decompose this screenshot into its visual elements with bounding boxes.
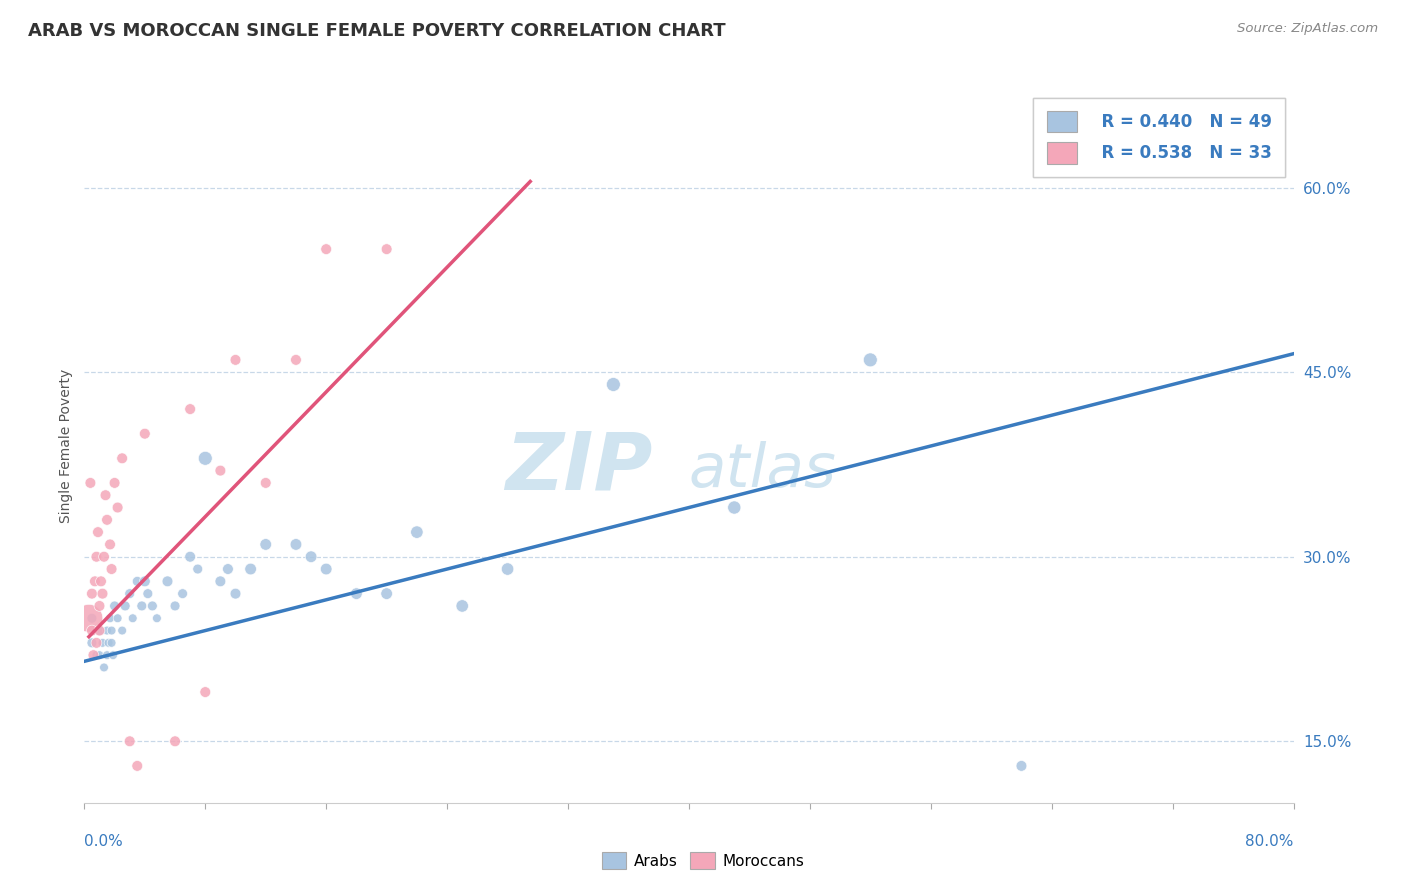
Point bbox=[165, 734, 187, 748]
Point bbox=[107, 611, 129, 625]
Point bbox=[98, 611, 121, 625]
Point bbox=[118, 587, 141, 601]
Point bbox=[90, 574, 112, 589]
Point bbox=[254, 475, 277, 490]
Point bbox=[80, 636, 103, 650]
Text: 0.0%: 0.0% bbox=[84, 834, 124, 849]
Point bbox=[217, 562, 239, 576]
Point bbox=[80, 587, 103, 601]
Point bbox=[111, 624, 134, 638]
Point bbox=[146, 611, 169, 625]
Point bbox=[346, 587, 368, 601]
Point bbox=[79, 475, 101, 490]
Point bbox=[100, 562, 122, 576]
Point bbox=[93, 549, 115, 564]
Point bbox=[121, 611, 143, 625]
Legend: Arabs, Moroccans: Arabs, Moroccans bbox=[596, 846, 810, 875]
Point bbox=[285, 352, 308, 367]
Point bbox=[94, 488, 117, 502]
Point bbox=[101, 648, 124, 662]
Point bbox=[96, 624, 118, 638]
Point bbox=[134, 574, 156, 589]
Point bbox=[91, 587, 114, 601]
Point bbox=[118, 734, 141, 748]
Point bbox=[93, 660, 115, 674]
Text: ZIP: ZIP bbox=[505, 428, 652, 507]
Point bbox=[1011, 759, 1033, 773]
Point bbox=[100, 636, 122, 650]
Point bbox=[80, 611, 103, 625]
Point bbox=[87, 525, 110, 540]
Point bbox=[127, 759, 149, 773]
Point bbox=[187, 562, 209, 576]
Point bbox=[96, 513, 118, 527]
Point bbox=[98, 537, 121, 551]
Point bbox=[209, 464, 232, 478]
Point bbox=[165, 599, 187, 613]
Point bbox=[131, 599, 153, 613]
Point bbox=[406, 525, 429, 540]
Point bbox=[172, 587, 194, 601]
Point bbox=[194, 685, 217, 699]
Point bbox=[89, 624, 111, 638]
Point bbox=[254, 537, 277, 551]
Point bbox=[141, 599, 163, 613]
Point bbox=[97, 636, 120, 650]
Point bbox=[89, 599, 111, 613]
Point bbox=[100, 624, 122, 638]
Point bbox=[285, 537, 308, 551]
Point bbox=[82, 648, 104, 662]
Point bbox=[134, 426, 156, 441]
Text: ARAB VS MOROCCAN SINGLE FEMALE POVERTY CORRELATION CHART: ARAB VS MOROCCAN SINGLE FEMALE POVERTY C… bbox=[28, 22, 725, 40]
Point bbox=[80, 624, 103, 638]
Point bbox=[602, 377, 624, 392]
Point bbox=[77, 611, 100, 625]
Point bbox=[107, 500, 129, 515]
Text: atlas: atlas bbox=[689, 442, 837, 500]
Point bbox=[136, 587, 159, 601]
Point bbox=[299, 549, 322, 564]
Point bbox=[315, 562, 337, 576]
Point bbox=[375, 587, 398, 601]
Point bbox=[375, 242, 398, 256]
Text: Source: ZipAtlas.com: Source: ZipAtlas.com bbox=[1237, 22, 1378, 36]
Point bbox=[104, 599, 127, 613]
Point bbox=[96, 648, 118, 662]
Point bbox=[86, 648, 108, 662]
Point bbox=[209, 574, 232, 589]
Point bbox=[239, 562, 262, 576]
Point bbox=[225, 352, 247, 367]
Point bbox=[723, 500, 745, 515]
Point bbox=[86, 549, 108, 564]
Text: 80.0%: 80.0% bbox=[1246, 834, 1294, 849]
Point bbox=[179, 402, 201, 417]
Point bbox=[84, 574, 107, 589]
Point bbox=[859, 352, 882, 367]
Point bbox=[91, 636, 114, 650]
Point bbox=[225, 587, 247, 601]
Point bbox=[89, 648, 111, 662]
Point bbox=[86, 636, 108, 650]
Point bbox=[315, 242, 337, 256]
Point bbox=[127, 574, 149, 589]
Point bbox=[496, 562, 519, 576]
Point bbox=[156, 574, 179, 589]
Point bbox=[179, 549, 201, 564]
Point bbox=[89, 624, 111, 638]
Point bbox=[194, 451, 217, 466]
Point bbox=[114, 599, 136, 613]
Point bbox=[451, 599, 474, 613]
Point bbox=[111, 451, 134, 466]
Point bbox=[104, 475, 127, 490]
Legend:   R = 0.440   N = 49,   R = 0.538   N = 33: R = 0.440 N = 49, R = 0.538 N = 33 bbox=[1033, 97, 1285, 177]
Y-axis label: Single Female Poverty: Single Female Poverty bbox=[59, 369, 73, 523]
